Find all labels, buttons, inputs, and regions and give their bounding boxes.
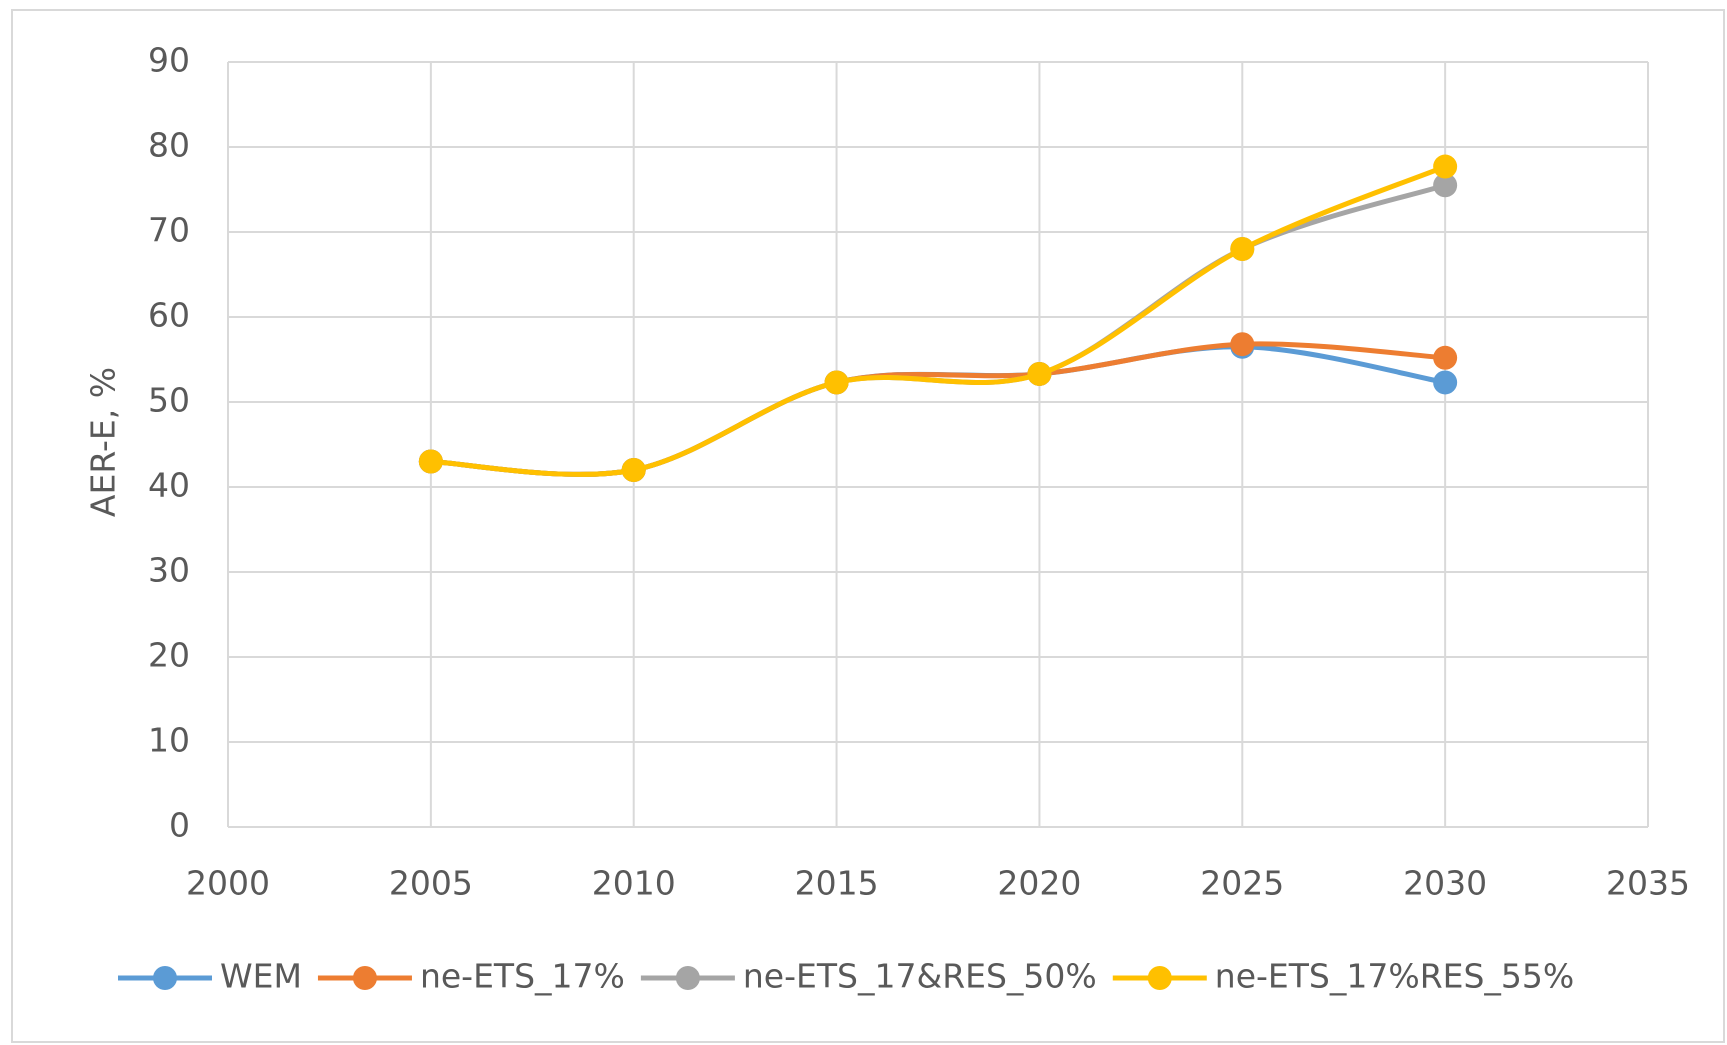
point — [1230, 332, 1255, 357]
x-tick-label: 2015 — [795, 864, 879, 903]
point — [621, 458, 646, 482]
legend-marker — [675, 966, 700, 990]
point — [1027, 361, 1052, 386]
y-tick-label: 10 — [148, 721, 190, 760]
legend-label: WEM — [220, 957, 302, 996]
y-tick-label: 0 — [169, 806, 190, 845]
y-tick-label: 20 — [148, 636, 190, 675]
point — [1433, 154, 1458, 179]
y-tick-label: 50 — [148, 381, 190, 420]
legend-label: ne-ETS_17&RES_50% — [743, 957, 1097, 996]
point — [418, 449, 443, 474]
y-axis-title: AER-E, % — [84, 367, 123, 517]
y-tick-label: 60 — [148, 296, 190, 335]
point — [1433, 370, 1458, 395]
x-tick-label: 2030 — [1403, 864, 1487, 903]
series-line — [430, 164, 1447, 477]
legend-marker — [153, 966, 177, 990]
point — [1433, 345, 1458, 370]
x-tick-label: 2010 — [592, 864, 676, 903]
legend-label: ne-ETS_17%RES_55% — [1215, 957, 1575, 996]
y-tick-label: 90 — [148, 41, 190, 80]
legend-marker — [352, 966, 377, 990]
x-tick-label: 2020 — [997, 864, 1081, 903]
x-tick-label: 2000 — [186, 864, 270, 903]
legend-marker — [1147, 966, 1172, 990]
point — [1433, 173, 1458, 198]
x-tick-label: 2025 — [1200, 864, 1284, 903]
legend-label: ne-ETS_17% — [420, 957, 625, 996]
y-tick-label: 40 — [148, 466, 190, 505]
y-tick-label: 30 — [148, 551, 190, 590]
x-tick-label: 2035 — [1606, 864, 1690, 903]
point — [1230, 237, 1255, 261]
x-tick-label: 2005 — [389, 864, 473, 903]
y-tick-label: 80 — [148, 126, 190, 165]
point — [824, 370, 849, 395]
y-tick-label: 70 — [148, 211, 190, 250]
